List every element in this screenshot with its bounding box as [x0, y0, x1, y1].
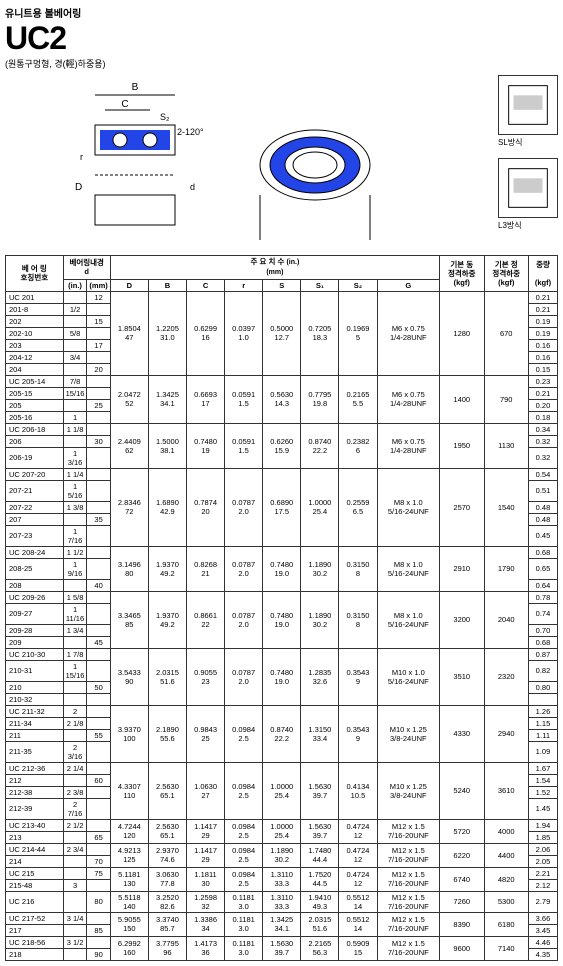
svg-text:S₂: S₂ — [160, 112, 170, 122]
table-row: UC 210-301 7/83.5433902.031551.60.905523… — [6, 648, 558, 660]
col-dyn: 기본 동정격하중(kgf) — [440, 256, 484, 292]
col-D: D — [110, 279, 148, 291]
table-row: UC 205-147/82.0472521.342534.10.6693170.… — [6, 375, 558, 387]
category-subtitle: 유니트용 볼베어링 — [5, 5, 558, 20]
col-G: G — [377, 279, 440, 291]
svg-text:B: B — [132, 82, 139, 93]
table-row: UC 213-402 1/24.72441202.563065.11.14172… — [6, 819, 558, 831]
table-row: UC 206-181 1/82.4409621.500038.10.748019… — [6, 423, 558, 435]
bearing-top-view — [245, 75, 385, 245]
col-S: S — [263, 279, 301, 291]
col-stat: 기본 정정격하중(kgf) — [484, 256, 528, 292]
table-row: UC 208-241 1/23.1496801.937049.20.826821… — [6, 546, 558, 558]
table-row: UC 201121.8504471.220531.00.6299160.0397… — [6, 291, 558, 303]
table-row: UC 214-442 3/44.92131252.937074.61.14172… — [6, 843, 558, 855]
table-row: UC 211-3223.93701002.189055.60.9843250.0… — [6, 705, 558, 717]
col-C: C — [186, 279, 224, 291]
col-B: B — [148, 279, 186, 291]
col-d-mm: (mm) — [87, 279, 110, 291]
svg-text:r: r — [80, 152, 83, 162]
type-subtitle: (원통구멍형, 경(輕)하중용) — [5, 57, 558, 70]
sl-type-diagram — [498, 75, 558, 135]
table-row: UC 215755.11811303.063077.81.1811300.098… — [6, 867, 558, 879]
table-row: UC 209-261 5/83.3465851.937049.20.866122… — [6, 591, 558, 603]
page-title: UC2 — [5, 20, 558, 57]
bearing-front-view: B C S₂ 2-120° G r D d S S₁ — [65, 75, 205, 245]
sl-label: SL방식 — [498, 137, 558, 148]
col-r: r — [225, 279, 263, 291]
col-wt: 중량(kgf) — [528, 256, 557, 292]
col-dims: 주 요 치 수 (in.)(mm) — [110, 256, 439, 280]
col-S2: S₂ — [339, 279, 377, 291]
spec-table: 베 어 링호칭번호 베어링내경d 주 요 치 수 (in.)(mm) 기본 동정… — [5, 255, 558, 961]
l3-type-diagram — [498, 158, 558, 218]
svg-text:d: d — [190, 182, 195, 192]
l3-label: L3방식 — [498, 220, 558, 231]
col-bore: 베어링내경d — [63, 256, 110, 280]
table-row: UC 217-523 1/45.90551503.374085.71.33863… — [6, 912, 558, 924]
col-d-in: (in.) — [63, 279, 87, 291]
table-row: UC 216805.51181403.252082.61.2598320.118… — [6, 891, 558, 912]
svg-text:C: C — [121, 99, 128, 110]
svg-text:2-120° G: 2-120° G — [177, 127, 205, 137]
table-row: UC 212-362 1/44.33071102.563065.11.06302… — [6, 762, 558, 774]
table-row: UC 218-563 1/26.29921603.7795961.4173360… — [6, 936, 558, 948]
col-S1: S₁ — [301, 279, 339, 291]
svg-text:D: D — [75, 182, 82, 193]
col-model: 베 어 링호칭번호 — [6, 256, 64, 292]
technical-diagrams: B C S₂ 2-120° G r D d S S₁ — [65, 75, 558, 245]
table-row: UC 207-201 1/42.8346721.689042.90.787420… — [6, 468, 558, 480]
